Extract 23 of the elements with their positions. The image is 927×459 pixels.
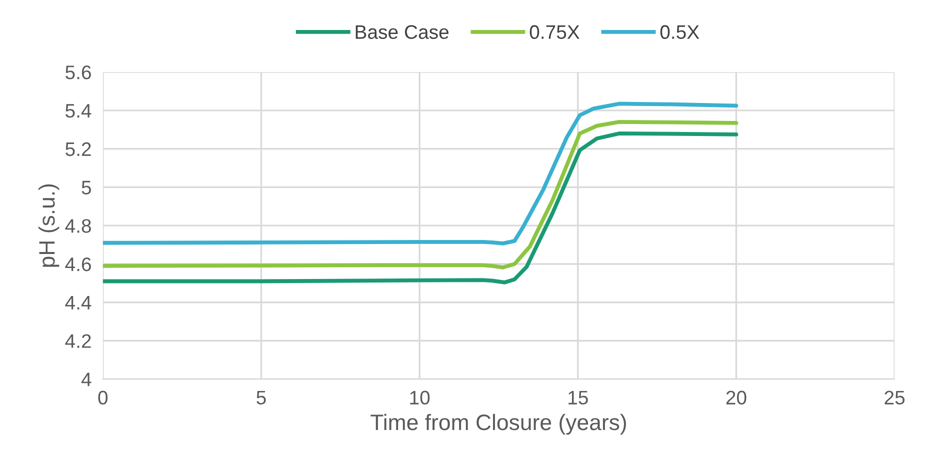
- legend-label: 0.75X: [530, 25, 580, 39]
- line-series: [102, 120, 738, 270]
- y-tick-label: 4.2: [65, 334, 91, 348]
- y-tick-label: 5.6: [66, 66, 91, 80]
- x-tick-label: 20: [726, 390, 746, 405]
- x-tick-label: 10: [410, 390, 430, 405]
- line-series: [102, 132, 738, 284]
- x-tick-label: 25: [884, 390, 905, 405]
- y-tick-label: 4.6: [65, 257, 91, 272]
- x-tick-label: 0: [98, 390, 108, 405]
- x-axis-title: Time from Closure (years): [370, 414, 626, 435]
- y-tick-label: 5.2: [66, 142, 91, 156]
- x-tick-label: 15: [568, 390, 588, 405]
- y-tick-label: 4.8: [65, 219, 91, 233]
- legend-label: Base Case: [356, 25, 448, 39]
- x-tick-label: 5: [256, 390, 266, 405]
- y-tick-label: 4.4: [65, 296, 92, 310]
- y-tick-label: 5.4: [66, 104, 92, 118]
- legend-label: 0.5X: [660, 25, 700, 39]
- y-axis-title: pH (s.u.): [38, 184, 60, 267]
- y-tick-label: 4: [81, 372, 92, 386]
- y-tick-label: 5: [82, 180, 91, 194]
- line-series: [102, 102, 738, 246]
